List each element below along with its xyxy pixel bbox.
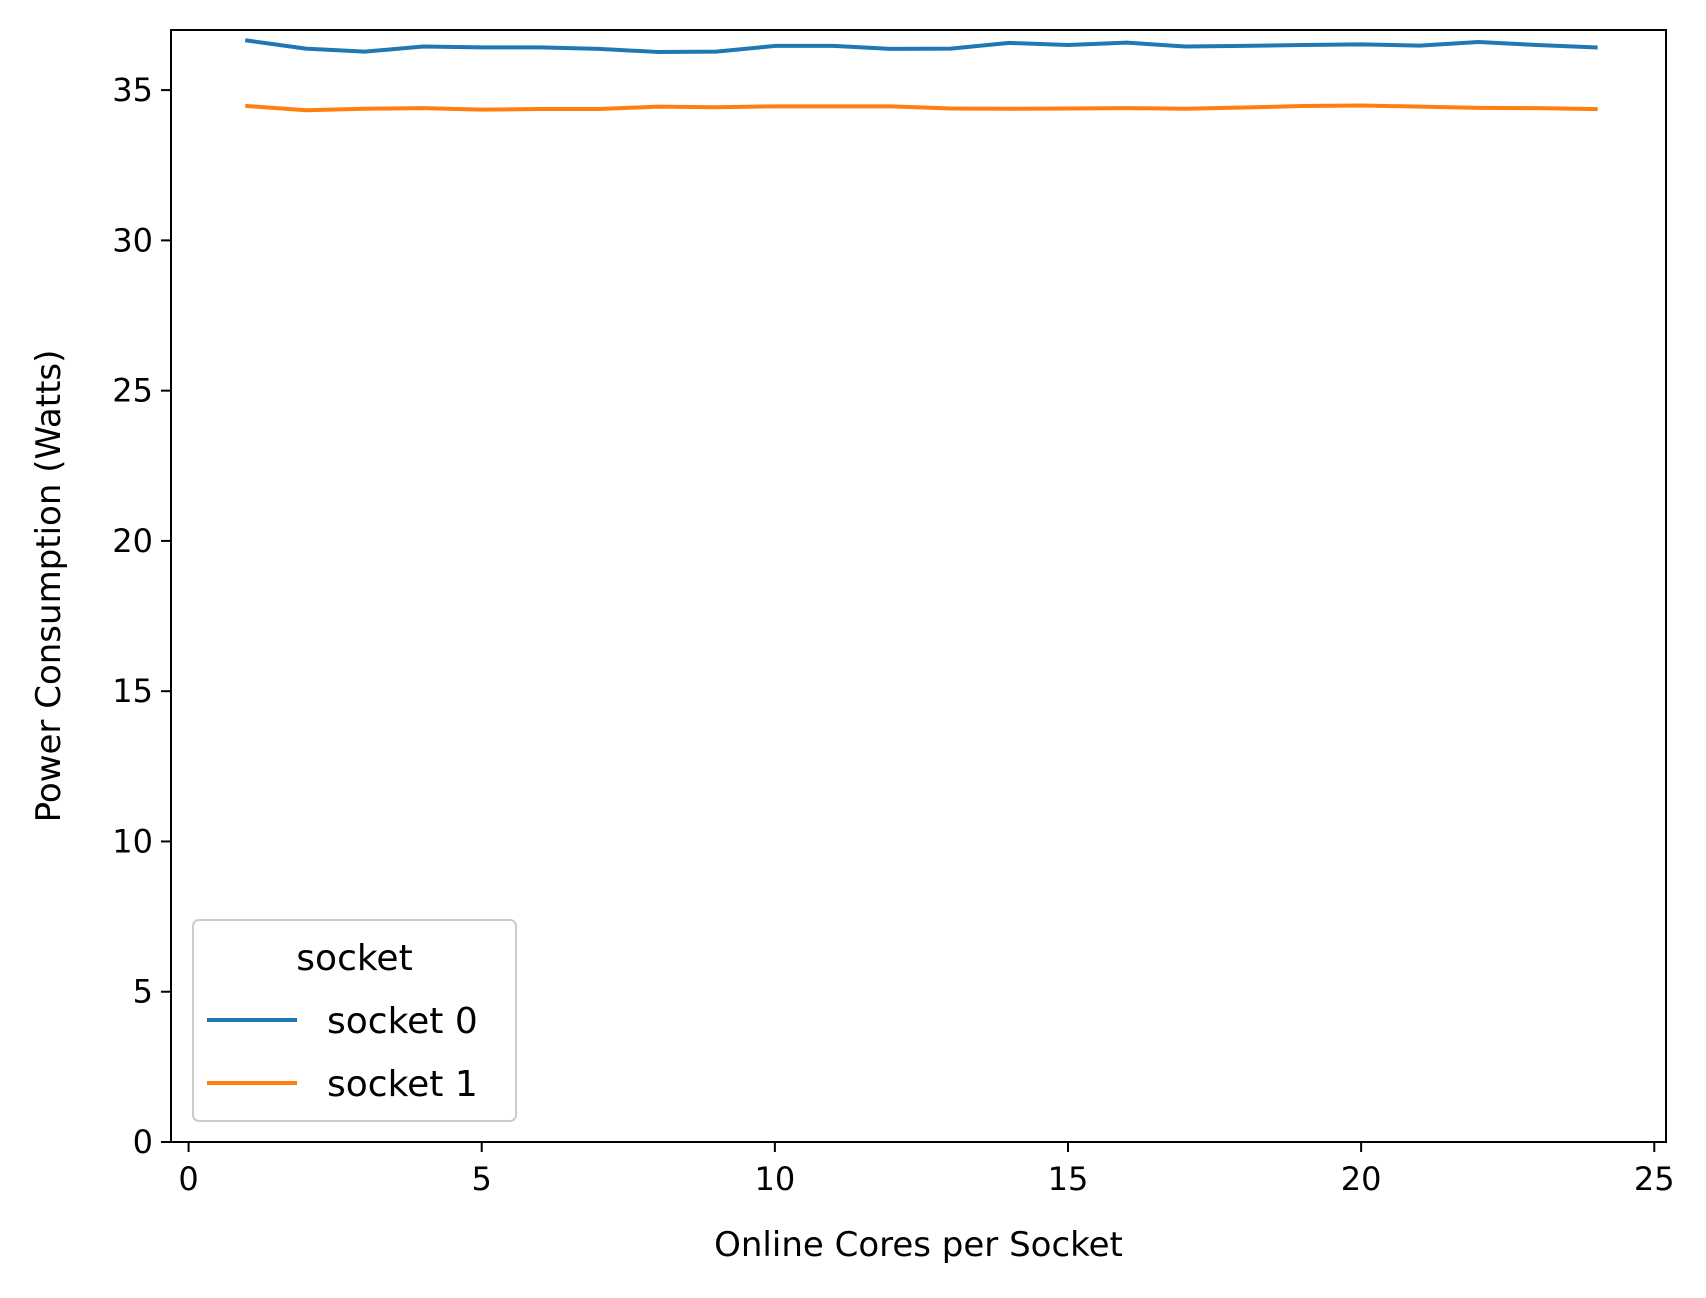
y-tick-label: 0 — [133, 1123, 153, 1161]
legend-box — [192, 919, 517, 1122]
x-tick-label: 0 — [178, 1160, 198, 1198]
x-tick-label: 20 — [1341, 1160, 1382, 1198]
series-line-0 — [244, 38, 1598, 54]
legend-label-0: socket 0 — [327, 1001, 478, 1042]
y-tick-label: 15 — [112, 672, 153, 710]
series-line-1 — [245, 103, 1598, 113]
x-tick-label: 25 — [1634, 1160, 1675, 1198]
x-tick-label: 5 — [472, 1160, 492, 1198]
y-tick-label: 5 — [133, 973, 153, 1011]
x-axis-label: Online Cores per Socket — [714, 1225, 1123, 1265]
y-tick-label: 20 — [112, 522, 153, 560]
y-axis-label: Power Consumption (Watts) — [29, 350, 69, 823]
ticks-layer: 0 5 10 15 20 25 0 5 10 15 20 25 30 35 — [112, 71, 1674, 1198]
y-tick-label: 25 — [112, 372, 153, 410]
y-tick-label: 30 — [112, 221, 153, 259]
legend: socket socket 0 socket 1 — [192, 919, 517, 1122]
y-tick-label: 35 — [112, 71, 153, 109]
x-tick-label: 15 — [1048, 1160, 1089, 1198]
y-tick-label: 10 — [112, 822, 153, 860]
x-tick-label: 10 — [755, 1160, 796, 1198]
legend-items: socket 0 socket 1 — [207, 1001, 478, 1105]
series-layer — [244, 38, 1598, 113]
plot-frame — [170, 29, 1667, 1143]
legend-title: socket — [296, 938, 412, 979]
legend-label-1: socket 1 — [327, 1064, 478, 1105]
